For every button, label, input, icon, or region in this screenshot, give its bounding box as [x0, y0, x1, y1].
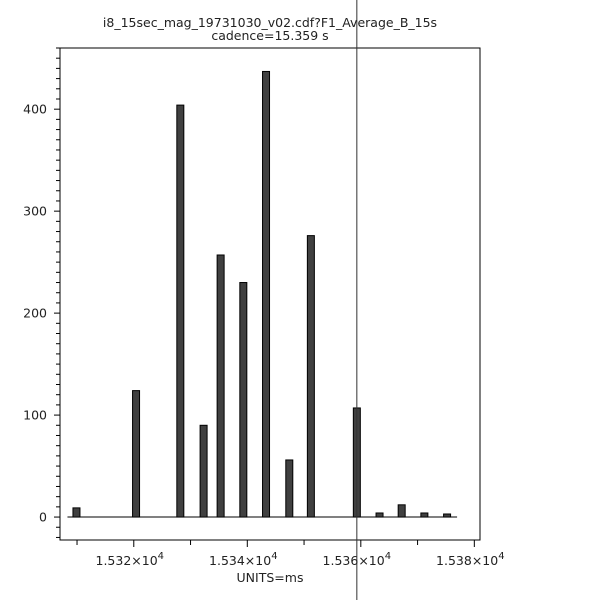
- x-tick-label: 1.534×104: [209, 551, 278, 568]
- y-tick-label: 300: [23, 204, 47, 219]
- y-tick-label: 0: [39, 510, 47, 525]
- plot-frame: [59, 47, 481, 541]
- bar: [397, 504, 406, 518]
- x-tick-label: 1.532×104: [96, 551, 165, 568]
- bar: [216, 254, 225, 518]
- bar: [132, 390, 141, 518]
- y-tick-label: 100: [23, 408, 47, 423]
- y-tick-label: 400: [23, 102, 47, 117]
- bar: [239, 282, 248, 518]
- bar: [285, 459, 294, 518]
- x-tick-label: 1.538×104: [436, 551, 505, 568]
- bar: [199, 424, 208, 518]
- x-axis-label: UNITS=ms: [237, 570, 304, 585]
- bar: [176, 104, 185, 518]
- bar: [375, 512, 384, 518]
- bar: [72, 507, 81, 518]
- chart-title: i8_15sec_mag_19731030_v02.cdf?F1_Average…: [103, 15, 437, 30]
- y-tick-label: 200: [23, 306, 47, 321]
- bars: [67, 70, 458, 518]
- chart-subtitle: cadence=15.359 s: [211, 28, 328, 43]
- bar: [306, 235, 315, 518]
- bar: [443, 513, 452, 518]
- bar: [262, 70, 271, 518]
- bar: [420, 512, 429, 518]
